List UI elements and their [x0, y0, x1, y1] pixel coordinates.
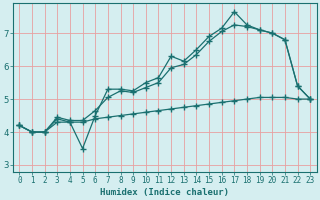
X-axis label: Humidex (Indice chaleur): Humidex (Indice chaleur) [100, 188, 229, 197]
